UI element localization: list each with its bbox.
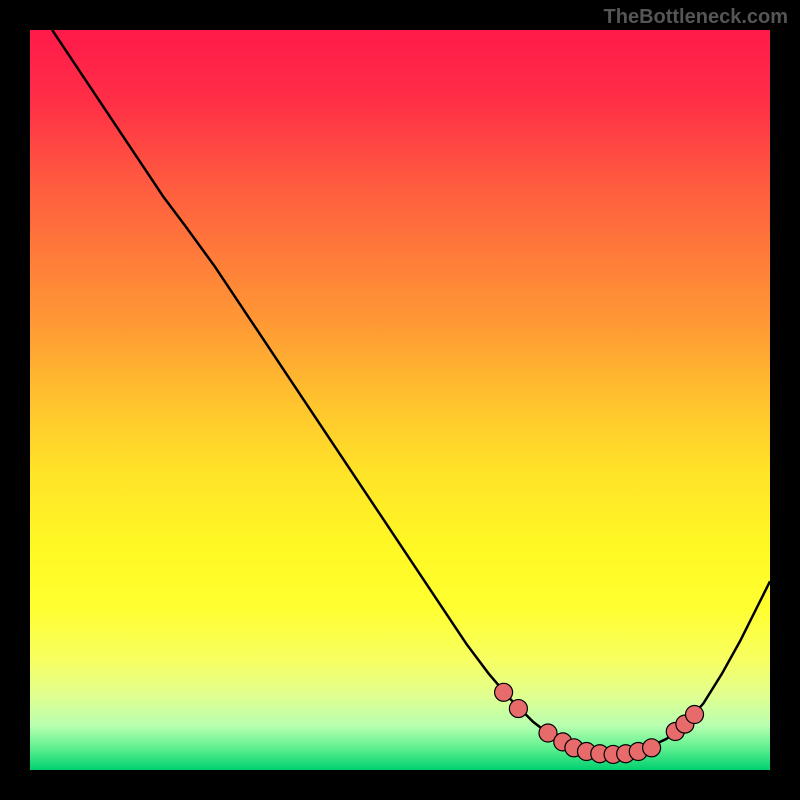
chart-container: TheBottleneck.com (0, 0, 800, 800)
data-point (686, 706, 704, 724)
bottleneck-chart (0, 0, 800, 800)
data-point (509, 700, 527, 718)
data-point (495, 683, 513, 701)
plot-background (30, 30, 770, 770)
data-point (643, 739, 661, 757)
watermark-text: TheBottleneck.com (604, 6, 788, 29)
